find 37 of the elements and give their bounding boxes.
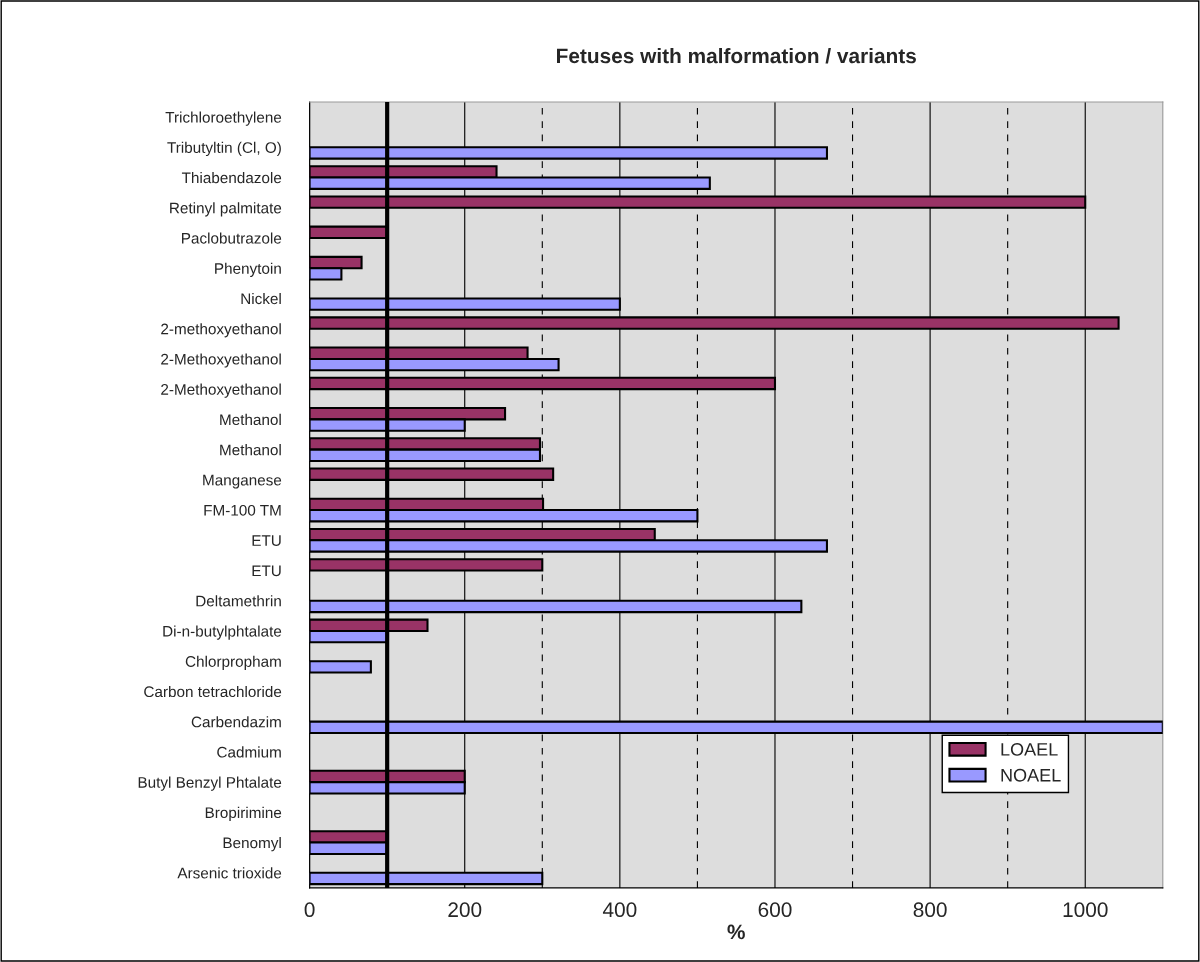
y-tick-label: 2-Methoxyethanol bbox=[161, 353, 281, 368]
y-tick-label: Methanol bbox=[220, 413, 281, 426]
y-tick-label: Carbendazim bbox=[191, 716, 281, 728]
x-tick-label: 800 bbox=[913, 902, 947, 918]
y-tick-label: Manganese bbox=[203, 474, 282, 489]
y-tick-label: Butyl Benzyl Phtalate bbox=[138, 776, 282, 791]
chart-title: Fetuses with malformation / variants bbox=[557, 47, 916, 64]
y-tick-label: Arsenic trioxide bbox=[177, 867, 282, 879]
y-tick-label: Cadmium bbox=[217, 746, 281, 758]
y-tick-label: Chlorpropham bbox=[185, 655, 281, 670]
y-tick-label: 2-Methoxyethanol bbox=[161, 383, 281, 398]
legend-label: NOAEL bbox=[1001, 768, 1061, 782]
y-tick-label: Deltamethrin bbox=[196, 595, 281, 607]
y-tick-label: Paclobutrazole bbox=[182, 232, 282, 244]
y-tick-label: Nickel bbox=[241, 292, 281, 305]
y-tick-label: Retinyl palmitate bbox=[170, 202, 282, 217]
y-tick-label: FM-100 TM bbox=[204, 504, 281, 516]
y-tick-label: Trichloroethylene bbox=[165, 111, 282, 126]
x-tick-label: 0 bbox=[304, 902, 315, 918]
y-tick-label: 2-methoxyethanol bbox=[161, 323, 281, 338]
bar bbox=[309, 660, 372, 674]
x-tick-label: 1000 bbox=[1063, 902, 1108, 918]
y-tick-label: Thiabendazole bbox=[181, 172, 282, 184]
y-tick-label: ETU bbox=[252, 565, 281, 577]
x-tick-label: 400 bbox=[602, 902, 637, 918]
y-tick-label: Tributyltin (Cl, O) bbox=[167, 141, 281, 157]
x-axis-title: % bbox=[727, 924, 745, 940]
legend-label: LOAEL bbox=[1001, 743, 1058, 756]
x-tick-label: 600 bbox=[758, 902, 792, 918]
y-tick-label: Carbon tetrachloride bbox=[144, 685, 282, 698]
y-tick-label: Methanol bbox=[220, 444, 281, 456]
y-tick-label: Phenytoin bbox=[215, 262, 281, 277]
y-tick-label: Benomyl bbox=[223, 837, 281, 852]
y-tick-label: Di-n-butylphtalate bbox=[163, 625, 282, 640]
x-tick-label: 200 bbox=[448, 902, 482, 918]
y-tick-label: Bropirimine bbox=[205, 806, 282, 822]
y-tick-label: ETU bbox=[252, 535, 281, 546]
